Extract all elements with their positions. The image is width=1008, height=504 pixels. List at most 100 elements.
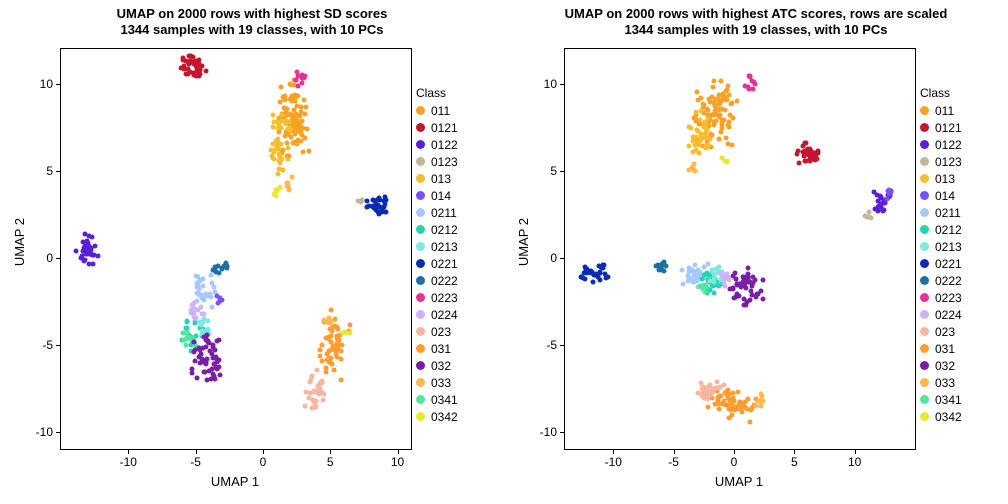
data-point: [734, 281, 739, 286]
y-tick: [56, 432, 61, 433]
data-point: [299, 80, 304, 85]
legend-swatch: [920, 106, 929, 115]
legend-item: 033: [416, 374, 458, 391]
legend-item: 013: [416, 170, 458, 187]
data-point: [681, 281, 686, 286]
data-point: [347, 330, 352, 335]
legend-label: 0342: [431, 410, 458, 424]
legend-swatch: [920, 225, 929, 234]
data-point: [73, 249, 78, 254]
data-point: [758, 391, 763, 396]
data-point: [802, 149, 807, 154]
legend-label: 013: [431, 172, 451, 186]
data-point: [591, 280, 596, 285]
data-point: [584, 271, 589, 276]
data-point: [199, 321, 204, 326]
data-point: [204, 292, 209, 297]
legend-label: 0221: [935, 257, 962, 271]
x-tick-label: 0: [731, 455, 738, 469]
data-point: [878, 196, 883, 201]
legend-swatch: [416, 412, 425, 421]
data-point: [273, 138, 278, 143]
data-point: [722, 283, 727, 288]
legend-swatch: [920, 412, 929, 421]
legend-item: 0211: [416, 204, 458, 221]
legend-item: 031: [920, 340, 962, 357]
data-point: [745, 396, 750, 401]
data-point: [712, 78, 717, 83]
legend-label: 0213: [431, 240, 458, 254]
legend-label: 023: [935, 325, 955, 339]
legend-item: 0221: [416, 255, 458, 272]
legend-swatch: [416, 174, 425, 183]
data-point: [205, 326, 210, 331]
data-point: [698, 136, 703, 141]
legend: Class01101210122012301301402110212021302…: [920, 86, 962, 425]
legend-label: 0224: [431, 308, 458, 322]
title-line1: UMAP on 2000 rows with highest ATC score…: [565, 6, 948, 21]
data-point: [370, 204, 375, 209]
legend-item: 0212: [416, 221, 458, 238]
data-point: [211, 285, 216, 290]
data-point: [197, 72, 202, 77]
data-point: [201, 284, 206, 289]
data-point: [211, 355, 216, 360]
data-point: [336, 341, 341, 346]
data-point: [321, 318, 326, 323]
data-point: [709, 392, 714, 397]
y-tick: [56, 171, 61, 172]
y-axis-label: UMAP 2: [12, 218, 27, 266]
data-point: [326, 348, 331, 353]
data-point: [201, 297, 206, 302]
x-tick-label: -5: [190, 455, 201, 469]
data-point: [217, 372, 222, 377]
legend-swatch: [920, 276, 929, 285]
data-point: [286, 156, 291, 161]
data-point: [701, 124, 706, 129]
legend-swatch: [416, 276, 425, 285]
data-point: [92, 244, 97, 249]
data-point: [712, 402, 717, 407]
data-point: [277, 146, 282, 151]
data-point: [331, 368, 336, 373]
data-point: [734, 99, 739, 104]
data-point: [863, 214, 868, 219]
data-point: [224, 266, 229, 271]
y-tick: [560, 258, 565, 259]
data-point: [283, 94, 288, 99]
data-point: [750, 282, 755, 287]
y-tick-label: 0: [550, 251, 557, 265]
data-point: [748, 419, 753, 424]
x-tick: [128, 449, 129, 454]
legend-swatch: [416, 140, 425, 149]
data-point: [320, 379, 325, 384]
legend-item: 0222: [416, 272, 458, 289]
data-point: [700, 102, 705, 107]
data-point: [733, 406, 738, 411]
legend-label: 013: [935, 172, 955, 186]
data-point: [690, 165, 695, 170]
data-point: [719, 99, 724, 104]
legend-item: 013: [920, 170, 962, 187]
data-point: [321, 397, 326, 402]
legend-swatch: [920, 242, 929, 251]
x-tick: [196, 449, 197, 454]
data-point: [743, 282, 748, 287]
legend-item: 0123: [920, 153, 962, 170]
data-point: [208, 272, 213, 277]
legend-swatch: [920, 157, 929, 166]
x-tick: [398, 449, 399, 454]
data-point: [743, 286, 748, 291]
data-point: [216, 358, 221, 363]
legend-item: 0342: [416, 408, 458, 425]
legend-item: 0223: [416, 289, 458, 306]
data-point: [797, 161, 802, 166]
legend-item: 023: [920, 323, 962, 340]
right-panel: UMAP on 2000 rows with highest ATC score…: [504, 0, 1008, 504]
legend-item: 0224: [920, 306, 962, 323]
x-tick-label: 0: [260, 455, 267, 469]
y-tick: [560, 84, 565, 85]
data-point: [305, 127, 310, 132]
data-point: [347, 322, 352, 327]
legend-item: 0122: [920, 136, 962, 153]
